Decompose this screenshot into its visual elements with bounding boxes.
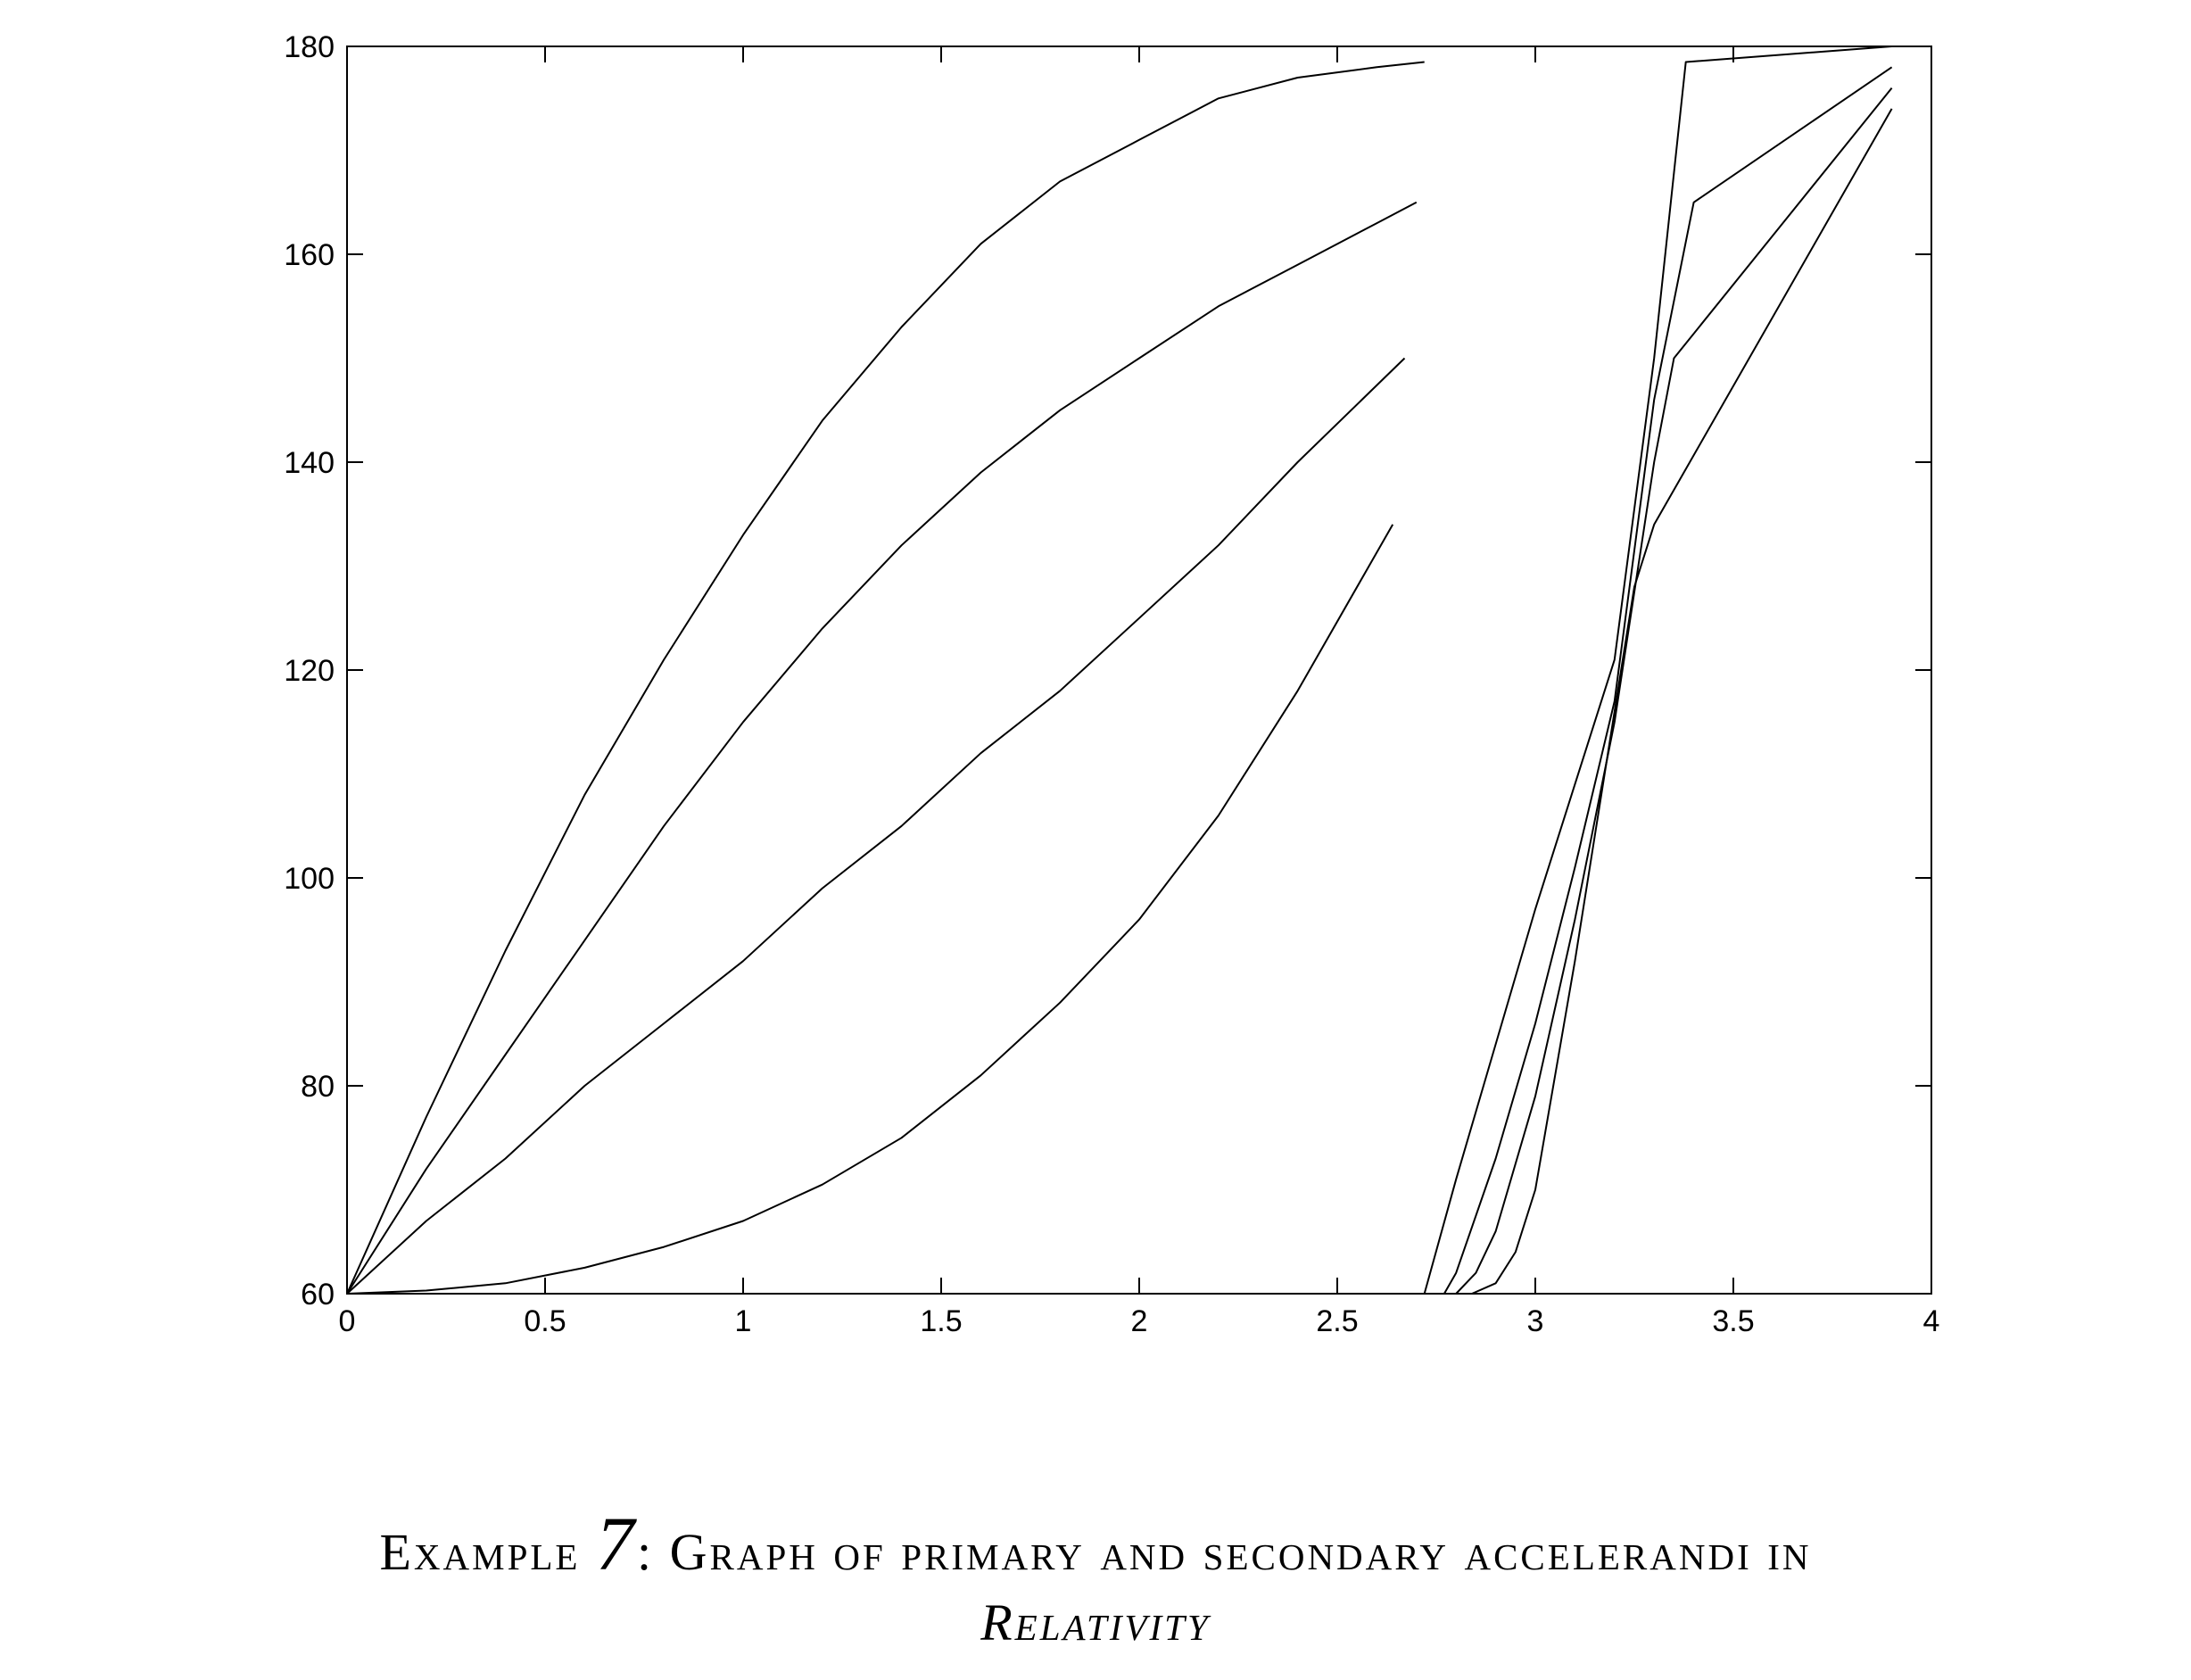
- x-tick-label: 1.5: [920, 1304, 962, 1338]
- series-line-7: [1455, 87, 1893, 1295]
- x-tick-label: 4: [1923, 1304, 1940, 1338]
- x-tick-label: 3: [1527, 1304, 1544, 1338]
- y-tick-label: 120: [284, 654, 335, 688]
- series-line-6: [1443, 66, 1893, 1295]
- y-tick-label: 80: [301, 1070, 335, 1104]
- y-tick-label: 100: [284, 862, 335, 896]
- series-line-1: [346, 61, 1425, 1295]
- series-line-4: [346, 524, 1394, 1295]
- plot-area: [346, 46, 1932, 1295]
- caption-number: 7: [595, 1501, 637, 1586]
- series-line-5: [1423, 46, 1892, 1295]
- caption-suffix: : Graph of primary and secondary acceler…: [636, 1523, 1812, 1581]
- y-tick-label: 60: [301, 1278, 335, 1312]
- x-tick-label: 2.5: [1316, 1304, 1358, 1338]
- y-tick-label: 160: [284, 238, 335, 272]
- figure-caption: Example 7: Graph of primary and secondar…: [0, 1499, 2191, 1588]
- axis-ticks: [346, 46, 1932, 1295]
- chart: 0 0.5 1 1.5 2 2.5 3 3.5 4 60 80 100 120 140 160 180: [284, 30, 1939, 1338]
- series-line-3: [346, 357, 1406, 1295]
- series-group: [346, 46, 1893, 1295]
- series-line-2: [346, 201, 1418, 1295]
- x-tick-label: 0: [339, 1304, 356, 1338]
- caption-prefix: Example: [379, 1523, 596, 1581]
- caption-work-title: Relativity: [980, 1593, 1211, 1651]
- x-tick-label: 1: [735, 1304, 752, 1338]
- series-line-8: [1471, 108, 1893, 1295]
- y-tick-label: 140: [284, 446, 335, 480]
- y-tick-label: 180: [284, 30, 335, 64]
- x-tick-label: 0.5: [524, 1304, 566, 1338]
- x-tick-label: 3.5: [1712, 1304, 1754, 1338]
- axis-tick-labels: 0 0.5 1 1.5 2 2.5 3 3.5 4 60 80 100 120 140 160 180: [284, 30, 1939, 1338]
- x-tick-label: 2: [1131, 1304, 1148, 1338]
